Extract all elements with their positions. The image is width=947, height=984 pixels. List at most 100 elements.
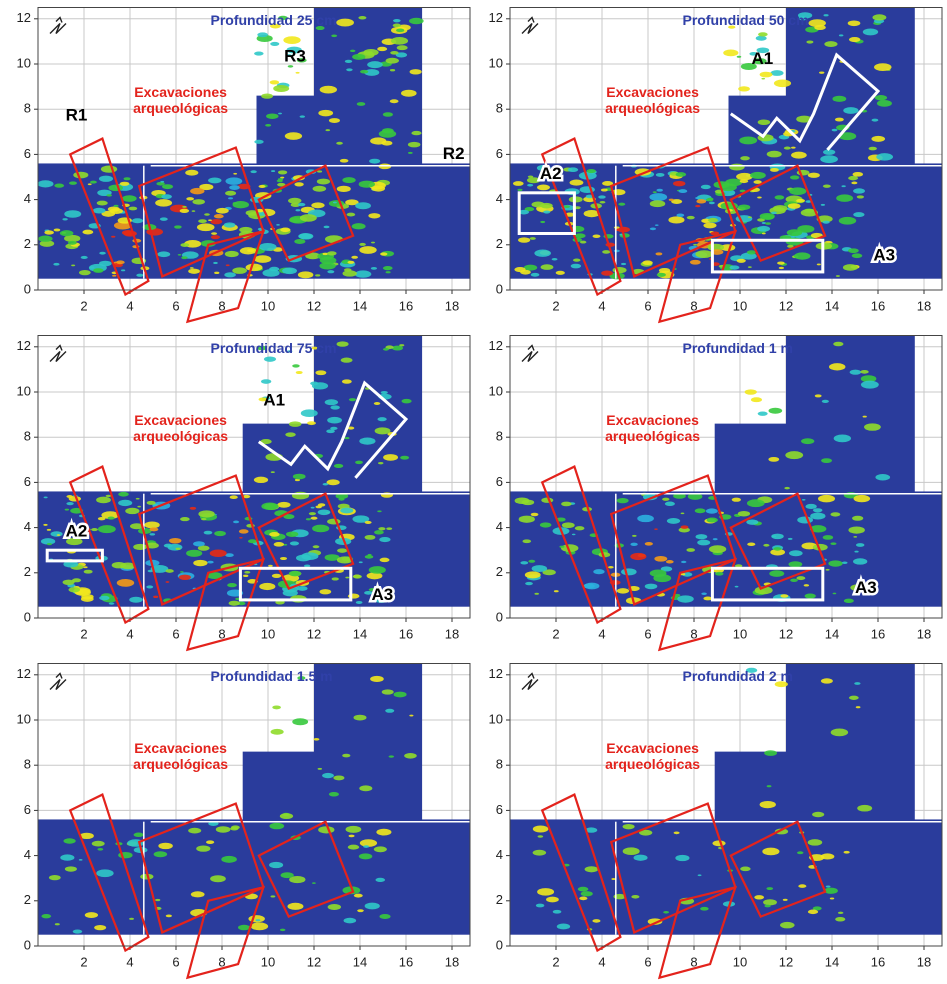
y-tick-label: 12 [489,10,503,25]
texture [68,587,81,593]
texture [390,37,409,45]
texture [119,181,130,186]
texture [294,478,301,482]
texture [613,249,620,253]
x-tick-label: 18 [917,298,931,313]
texture [255,919,261,922]
texture [358,15,367,20]
y-tick-label: 2 [24,236,31,251]
texture [401,89,417,97]
texture [378,461,384,465]
texture [678,189,688,194]
texture [211,232,218,235]
texture [816,215,833,223]
texture [299,214,317,222]
texture [804,593,816,599]
texture [518,515,535,523]
texture [285,531,299,537]
texture [703,222,717,229]
y-tick-label: 8 [24,101,31,116]
texture [666,517,681,524]
texture [258,184,266,188]
texture [789,187,807,196]
x-tick-label: 8 [690,954,697,969]
zone-label: A2 [66,522,88,541]
texture [855,706,861,709]
excavation-outline [257,164,355,263]
texture [828,560,843,567]
texture [761,222,767,224]
texture [655,172,665,177]
texture [580,891,593,897]
texture [838,216,857,225]
texture [740,62,757,71]
texture [316,178,331,185]
texture [618,202,626,206]
texture [655,252,663,256]
texture [639,829,653,836]
texture [766,887,774,891]
y-tick-label: 4 [496,191,503,206]
texture [875,473,891,481]
x-tick-label: 8 [218,626,225,641]
texture [805,200,812,203]
texture [129,917,134,920]
texture [315,274,321,277]
texture [524,207,535,212]
texture [311,202,325,209]
texture [78,859,83,861]
texture [376,828,392,836]
x-tick-label: 6 [644,954,651,969]
texture [757,225,771,232]
texture [93,268,104,273]
x-tick-label: 2 [80,626,87,641]
texture [84,912,99,919]
texture [113,221,132,230]
texture [285,432,296,437]
texture [355,460,363,465]
texture [393,691,407,698]
texture [728,25,736,29]
texture [357,909,364,913]
plot-area [510,7,942,290]
texture [385,345,394,350]
texture [312,185,327,192]
y-tick-label: 10 [17,711,31,726]
texture [292,473,306,480]
zone-label: R2 [443,144,465,163]
texture [531,201,545,208]
texture [616,588,630,594]
excavation-outline [657,229,738,324]
texture [740,156,750,161]
zone-label: A3 [855,578,877,597]
texture [59,230,74,237]
texture [105,494,112,498]
axes-frame [37,335,471,619]
y-tick-label: 6 [496,802,503,817]
texture [675,172,687,177]
texture [82,229,94,235]
x-tick-label: 12 [307,298,321,313]
texture [810,512,826,520]
texture [763,543,770,547]
texture [232,267,247,274]
texture [271,170,276,172]
texture [876,100,892,107]
texture [368,587,377,592]
texture [188,827,202,834]
y-tick-label: 0 [496,281,503,296]
texture [46,528,52,531]
x-tick-label: 18 [917,954,931,969]
texture [771,211,777,215]
texture [46,543,52,546]
texture [621,568,637,576]
texture [611,877,617,881]
excavation-label: Excavaciones [134,84,227,100]
texture [825,568,830,571]
texture [99,260,112,267]
texture [358,561,363,564]
texture [377,46,388,52]
texture [229,495,238,500]
texture [318,826,335,834]
excavation-label: arqueológicas [605,756,700,772]
